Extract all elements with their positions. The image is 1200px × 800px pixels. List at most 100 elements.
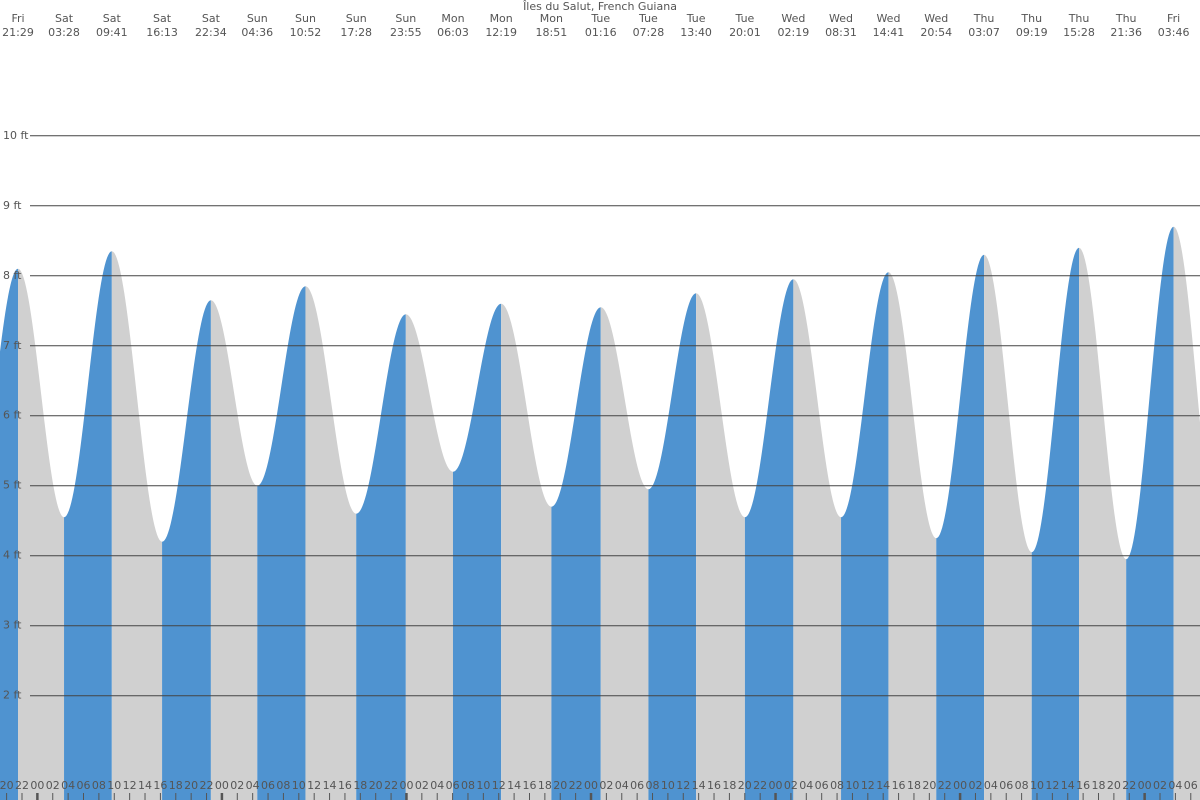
x-tick-label: 10 (476, 779, 490, 792)
y-tick-label: 4 ft (3, 549, 22, 562)
extreme-time: 09:41 (96, 26, 128, 39)
extreme-day: Sat (103, 12, 122, 25)
x-tick-label: 22 (200, 779, 214, 792)
x-tick-label: 02 (784, 779, 798, 792)
x-tick-label: 02 (46, 779, 60, 792)
tide-area-edge (0, 268, 19, 800)
x-tick-label: 04 (246, 779, 260, 792)
rising-tide (744, 279, 794, 800)
extreme-time: 03:46 (1158, 26, 1190, 39)
x-tick-label: 14 (323, 779, 337, 792)
y-tick-label: 3 ft (3, 619, 22, 632)
x-tick-label: 06 (77, 779, 91, 792)
x-tick-label: 08 (92, 779, 106, 792)
extreme-time: 14:41 (873, 26, 905, 39)
x-tick-label: 22 (1122, 779, 1136, 792)
extreme-time: 06:03 (437, 26, 469, 39)
falling-tide (18, 268, 65, 800)
extreme-time: 02:19 (778, 26, 810, 39)
x-tick-label: 18 (907, 779, 921, 792)
falling-tide (111, 251, 163, 800)
x-tick-label: 10 (661, 779, 675, 792)
falling-tide (793, 279, 842, 800)
extreme-time: 12:19 (485, 26, 517, 39)
x-tick-label: 14 (692, 779, 706, 792)
rising-tide (551, 307, 601, 800)
extreme-day: Thu (1068, 12, 1090, 25)
falling-tide (305, 286, 357, 800)
extreme-day: Fri (1167, 12, 1180, 25)
extreme-day: Wed (876, 12, 900, 25)
x-tick-label: 06 (630, 779, 644, 792)
falling-tide (1079, 247, 1127, 800)
x-tick-label: 14 (138, 779, 152, 792)
x-tick-label: 10 (107, 779, 121, 792)
rising-tide (452, 303, 502, 800)
x-tick-label: 04 (984, 779, 998, 792)
y-tick-label: 8 ft (3, 269, 22, 282)
x-tick-label: 20 (184, 779, 198, 792)
x-tick-label: 06 (815, 779, 829, 792)
extreme-day: Tue (686, 12, 706, 25)
x-tick-label: 04 (615, 779, 629, 792)
x-tick-label: 08 (461, 779, 475, 792)
falling-tide (888, 272, 937, 800)
x-tick-label: 16 (153, 779, 167, 792)
x-tick-label: 02 (968, 779, 982, 792)
extreme-time: 13:40 (680, 26, 712, 39)
x-tick-label: 08 (646, 779, 660, 792)
extreme-day: Sat (202, 12, 221, 25)
x-tick-label: 00 (953, 779, 967, 792)
extreme-time: 17:28 (340, 26, 372, 39)
extreme-time: 03:28 (48, 26, 80, 39)
x-tick-label: 18 (538, 779, 552, 792)
x-tick-label: 14 (1061, 779, 1075, 792)
x-tick-label: 10 (292, 779, 306, 792)
extreme-day: Thu (973, 12, 995, 25)
falling-tide (696, 293, 745, 800)
extreme-day: Thu (1115, 12, 1137, 25)
extreme-day: Wed (924, 12, 948, 25)
extreme-day: Tue (590, 12, 610, 25)
extreme-day: Sun (346, 12, 367, 25)
extreme-time: 03:07 (968, 26, 1000, 39)
rising-tide (936, 254, 985, 800)
x-tick-label: 14 (507, 779, 521, 792)
rising-tide (841, 272, 889, 800)
extreme-time: 23:55 (390, 26, 422, 39)
extreme-day: Thu (1020, 12, 1042, 25)
extreme-time: 22:34 (195, 26, 227, 39)
falling-tide (501, 303, 552, 800)
chart-title: Îles du Salut, French Guiana (522, 0, 677, 13)
x-tick-label: 18 (1092, 779, 1106, 792)
falling-tide (600, 307, 649, 800)
extreme-time: 10:52 (290, 26, 322, 39)
extreme-day: Sat (55, 12, 74, 25)
x-tick-label: 22 (384, 779, 398, 792)
x-tick-label: 00 (215, 779, 229, 792)
x-tick-label: 12 (861, 779, 875, 792)
x-tick-label: 20 (738, 779, 752, 792)
x-tick-label: 20 (1107, 779, 1121, 792)
x-tick-label: 10 (845, 779, 859, 792)
extreme-time: 08:31 (825, 26, 857, 39)
y-tick-label: 9 ft (3, 199, 22, 212)
extreme-day: Mon (490, 12, 513, 25)
x-tick-label: 16 (892, 779, 906, 792)
x-tick-label: 22 (753, 779, 767, 792)
tide-areas (0, 226, 1200, 800)
extreme-time: 15:28 (1063, 26, 1095, 39)
x-tick-label: 00 (584, 779, 598, 792)
rising-tide (257, 286, 306, 800)
rising-tide (1126, 226, 1174, 800)
x-tick-label: 04 (430, 779, 444, 792)
rising-tide (162, 300, 211, 800)
x-tick-label: 00 (1138, 779, 1152, 792)
x-tick-label: 06 (999, 779, 1013, 792)
extreme-time: 01:16 (585, 26, 617, 39)
x-tick-label: 02 (230, 779, 244, 792)
x-tick-label: 08 (830, 779, 844, 792)
x-tick-label: 20 (553, 779, 567, 792)
